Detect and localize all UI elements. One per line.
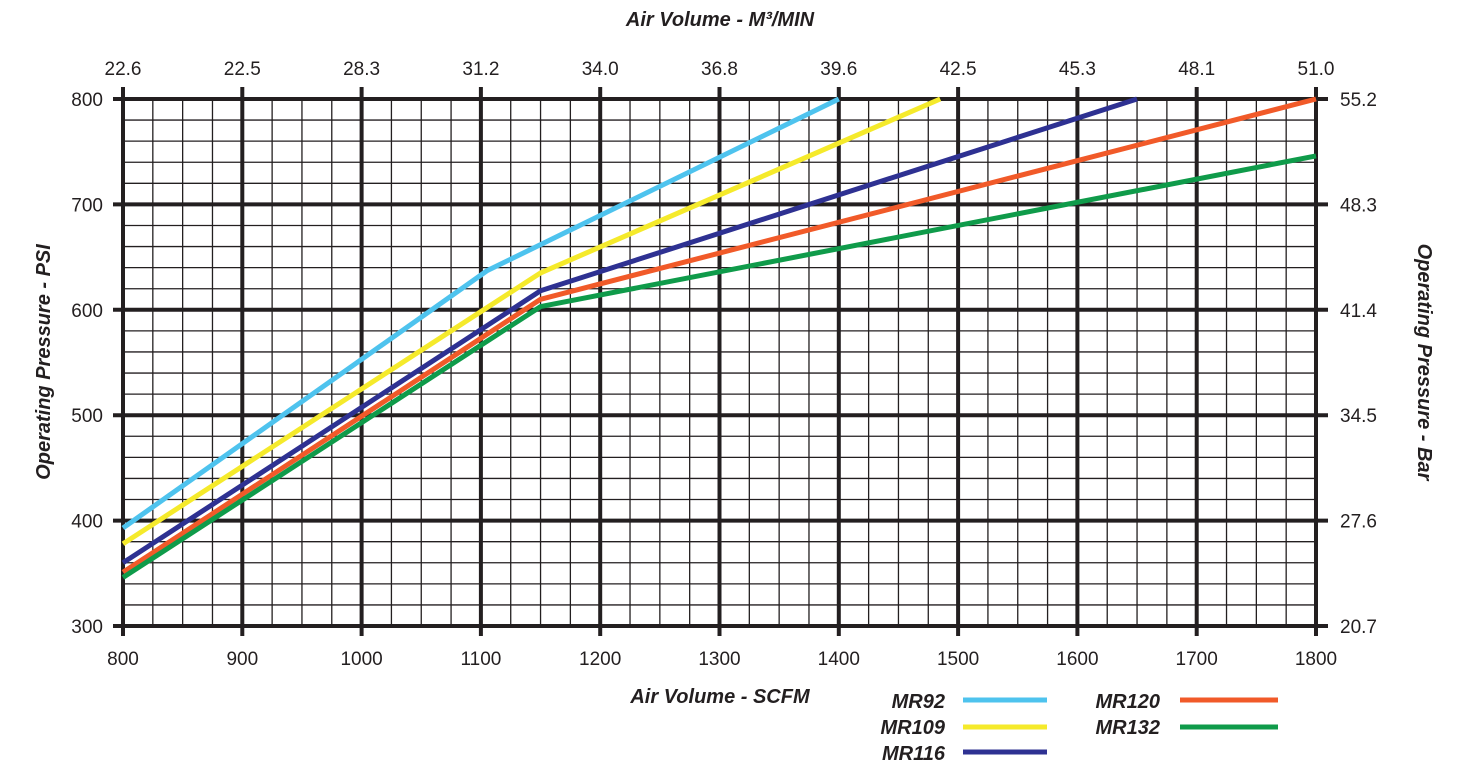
major-gridlines: [113, 87, 1328, 636]
x-bottom-tick-label: 1800: [1295, 649, 1337, 670]
legend-label-mr116: MR116: [882, 743, 946, 763]
y-left-tick-label: 700: [71, 195, 103, 216]
x-bottom-tick-label: 1100: [460, 649, 501, 670]
legend-label-mr132: MR132: [1096, 717, 1160, 739]
legend-label-mr92: MR92: [892, 691, 945, 713]
legend-label-mr120: MR120: [1096, 691, 1160, 713]
series-line-mr109: [121, 96, 942, 546]
y-right-tick-label: 41.4: [1340, 301, 1377, 322]
x-bottom-tick-label: 900: [226, 649, 258, 670]
x-bottom-tick-label: 1500: [937, 649, 979, 670]
x-bottom-tick-label: 1200: [579, 649, 621, 670]
y-left-tick-label: 600: [71, 301, 103, 322]
x-top-tick-label: 48.1: [1178, 59, 1215, 80]
x-bottom-tick-label: 800: [107, 649, 139, 670]
x-top-tick-label: 51.0: [1298, 59, 1335, 80]
x-bottom-tick-label: 1000: [340, 649, 382, 670]
y-left-tick-label: 800: [71, 90, 103, 111]
y-right-tick-label: 48.3: [1340, 195, 1377, 216]
x-top-tick-label: 36.8: [701, 59, 738, 80]
x-top-tick-label: 28.3: [343, 59, 380, 80]
y-right-tick-label: 20.7: [1340, 617, 1377, 638]
x-bottom-tick-label: 1400: [818, 649, 860, 670]
series-line-mr92: [121, 96, 840, 531]
y-left-tick-label: 400: [71, 512, 103, 533]
x-bottom-tick-label: 1700: [1176, 649, 1218, 670]
minor-gridlines: [123, 99, 1316, 626]
series-line-mr132: [121, 153, 1317, 580]
x-axis-bottom-title: Air Volume - SCFM: [629, 686, 811, 708]
y-axis-right-title: Operating Pressure - Bar: [1413, 244, 1435, 482]
x-top-tick-label: 39.6: [820, 59, 857, 80]
x-top-tick-label: 34.0: [582, 59, 619, 80]
y-left-tick-label: 500: [71, 406, 103, 427]
y-right-tick-label: 27.6: [1340, 512, 1377, 533]
x-top-tick-label: 22.5: [224, 59, 261, 80]
y-right-tick-label: 34.5: [1340, 406, 1377, 427]
y-left-tick-label: 300: [71, 617, 103, 638]
tick-labels: 800 900 1000 1100 1200 1300 1400 1500 1600 1700 18…: [71, 59, 1377, 670]
x-top-tick-label: 42.5: [940, 59, 977, 80]
series-line-mr120: [121, 96, 1317, 575]
x-bottom-tick-label: 1600: [1056, 649, 1098, 670]
legend-label-mr109: MR109: [881, 717, 946, 739]
x-top-tick-label: 45.3: [1059, 59, 1096, 80]
series-line-mr116: [121, 96, 1138, 565]
x-top-tick-label: 31.2: [462, 59, 499, 80]
series-lines: [121, 96, 1317, 580]
y-axis-left-title: Operating Pressure - PSI: [33, 244, 55, 480]
y-right-tick-label: 55.2: [1340, 90, 1377, 111]
x-top-tick-label: 22.6: [105, 59, 142, 80]
x-axis-top-title: Air Volume - M³/MIN: [625, 9, 815, 31]
legend: MR92 MR109 MR116 MR120 MR132: [881, 691, 1278, 763]
x-bottom-tick-label: 1300: [698, 649, 740, 670]
